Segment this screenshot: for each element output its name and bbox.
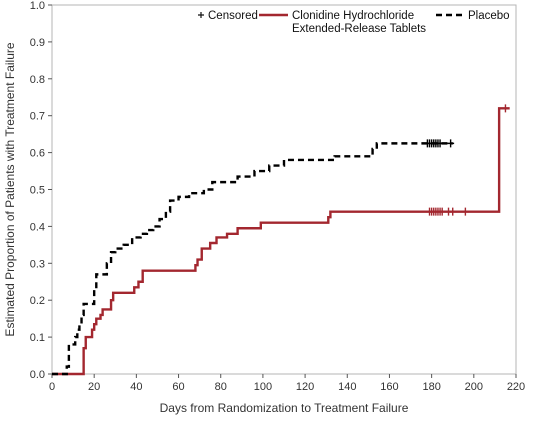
plot-frame (51, 4, 517, 375)
y-tick-label: 1.0 (30, 0, 45, 12)
y-tick-label: 0.5 (30, 185, 45, 197)
censor-mark-clonidine (461, 207, 469, 216)
x-tick-label: 40 (130, 381, 142, 393)
x-tick-label: 180 (422, 381, 440, 393)
censor-mark-clonidine (438, 207, 446, 216)
legend-censored-label: Censored (208, 10, 258, 22)
x-tick-label: 120 (296, 381, 314, 393)
x-tick-label: 140 (338, 381, 356, 393)
series-clonidine (52, 104, 510, 376)
y-tick-label: 0.3 (30, 258, 45, 270)
legend-censored-marker (198, 12, 204, 18)
x-tick-label: 20 (88, 381, 100, 393)
x-tick-label: 80 (215, 381, 227, 393)
legend-placebo: Placebo (436, 10, 510, 22)
censor-mark-clonidine (449, 207, 457, 216)
y-tick-label: 0.4 (30, 221, 45, 233)
x-axis: 0 20 40 60 80 100 120 140 160 180 200 220 (49, 374, 525, 393)
x-tick-label: 0 (49, 381, 55, 393)
series-clonidine-line (52, 107, 510, 376)
y-tick-label: 0.0 (30, 369, 45, 381)
x-tick-label: 200 (465, 381, 483, 393)
censor-mark-placebo (447, 139, 455, 148)
x-tick-label: 60 (172, 381, 184, 393)
series-layer (52, 104, 510, 376)
legend: Censored Clonidine Hydrochloride Extende… (198, 10, 510, 35)
legend-censored: Censored (198, 10, 258, 22)
censor-mark-placebo (436, 139, 444, 148)
x-axis-label: Days from Randomization to Treatment Fai… (160, 401, 409, 415)
legend-clonidine-label-line2: Extended-Release Tablets (292, 23, 426, 35)
y-axis: 0.0 0.1 0.2 0.3 0.4 0.5 0.6 0.7 0.8 0.9 1.0 (30, 0, 52, 381)
y-axis-label: Estimated Proportion of Patients with Tr… (3, 42, 17, 336)
legend-placebo-label: Placebo (468, 10, 510, 22)
x-tick-label: 160 (380, 381, 398, 393)
y-tick-label: 0.7 (30, 111, 45, 123)
x-tick-label: 100 (254, 381, 272, 393)
y-tick-label: 0.8 (30, 74, 45, 86)
censor-mark-clonidine (501, 104, 509, 113)
series-placebo (52, 139, 455, 376)
y-tick-label: 0.2 (30, 295, 45, 307)
y-tick-label: 0.6 (30, 148, 45, 160)
series-placebo-line (52, 142, 453, 376)
y-tick-label: 0.1 (30, 332, 45, 344)
legend-clonidine: Clonidine Hydrochloride Extended-Release… (259, 10, 426, 35)
legend-clonidine-label-line1: Clonidine Hydrochloride (292, 10, 414, 22)
y-tick-label: 0.9 (30, 37, 45, 49)
x-tick-label: 220 (507, 381, 525, 393)
